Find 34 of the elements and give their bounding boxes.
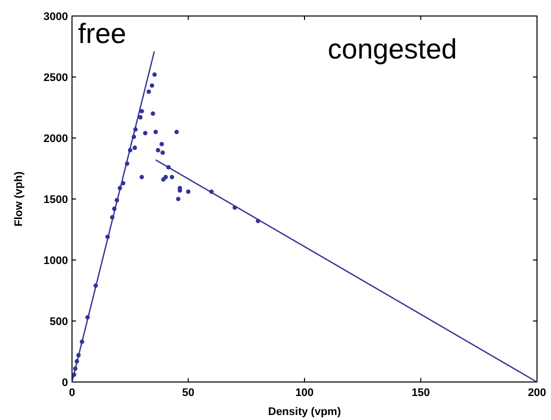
y-tick-label: 2000 [44,133,68,145]
point [140,174,144,180]
y-axis-title: Flow (vph) [13,171,25,226]
point [132,146,137,150]
point [146,89,151,94]
x-tick-label: 200 [528,387,546,399]
point [163,174,168,180]
point [174,130,179,134]
x-axis-title: Density (vpm) [268,406,342,418]
x-tick-label: 100 [295,387,314,399]
point [156,148,160,152]
point [150,111,156,116]
annotation: free [78,18,126,49]
y-tick-label: 0 [62,377,68,389]
x-tick-label: 50 [182,387,194,399]
point [143,130,148,136]
point [154,130,158,134]
point [138,115,143,120]
x-tick-label: 150 [412,387,430,399]
annotation: congested [328,34,457,65]
point [140,108,144,114]
point [186,189,190,194]
y-tick-label: 2500 [44,72,68,84]
point [170,174,174,180]
point [150,83,154,88]
point [152,72,157,77]
y-tick-label: 3000 [44,11,68,23]
x-tick-label: 0 [68,387,76,399]
point [176,196,180,202]
point [160,150,165,155]
y-tick-label: 1500 [44,194,68,206]
y-tick-label: 1000 [44,255,68,267]
y-tick-label: 500 [50,316,68,328]
point [160,142,164,146]
